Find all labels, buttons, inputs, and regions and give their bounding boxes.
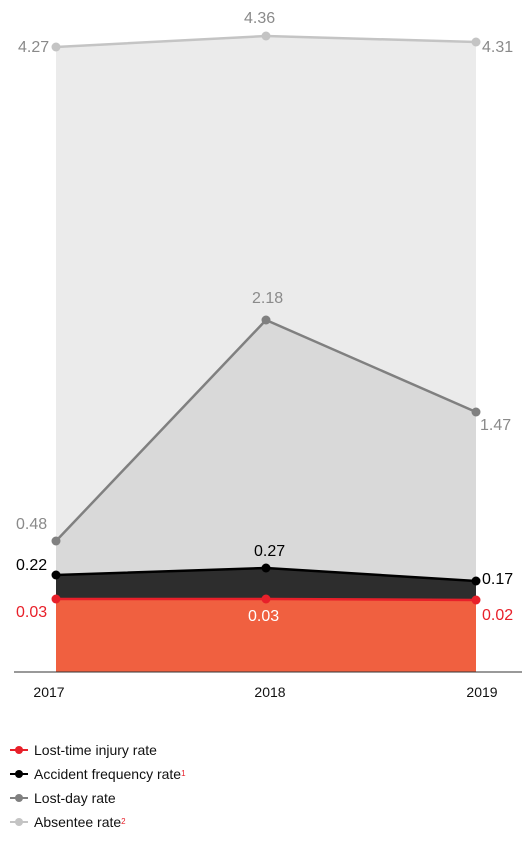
- data-label-absentee-rate-2017: 4.27: [18, 39, 49, 56]
- data-label-absentee-rate-2018: 4.36: [244, 10, 275, 27]
- legend-swatch-absentee-rate-icon: [10, 816, 28, 828]
- data-label-absentee-rate-2019: 4.31: [482, 39, 513, 56]
- data-label-accident-frequency-rate-2018: 0.27: [254, 543, 285, 560]
- chart: 4.27 4.36 4.31 0.48 2.18 1.47 0.22 0.27 0.17 0.03…: [14, 10, 522, 700]
- legend-item-absentee-rate: Absentee rate 2: [10, 810, 186, 834]
- point-lost-time-injury-rate-2017: [51, 594, 61, 604]
- point-lost-time-injury-rate-2018: [261, 594, 271, 604]
- x-tick-label-2018: 2018: [254, 684, 285, 700]
- legend-label-lost-time-injury-rate: Lost-time injury rate: [34, 742, 157, 758]
- area-lost-time-injury-rate: [56, 599, 476, 672]
- legend-label-lost-day-rate: Lost-day rate: [34, 790, 116, 806]
- point-lost-day-rate-2017: [51, 536, 61, 546]
- data-label-accident-frequency-rate-2017: 0.22: [16, 557, 47, 574]
- legend-swatch-lost-time-injury-rate-icon: [10, 744, 28, 756]
- x-tick-label-2019: 2019: [466, 684, 497, 700]
- legend-item-accident-frequency-rate: Accident frequency rate 1: [10, 762, 186, 786]
- legend-swatch-accident-frequency-rate-icon: [10, 768, 28, 780]
- point-lost-day-rate-2018: [261, 315, 271, 325]
- point-lost-day-rate-2019: [471, 407, 481, 417]
- data-label-lost-day-rate-2019: 1.47: [480, 417, 511, 434]
- data-label-accident-frequency-rate-2019: 0.17: [482, 571, 513, 588]
- legend-label-absentee-rate: Absentee rate: [34, 814, 122, 830]
- point-accident-frequency-rate-2019: [471, 576, 481, 586]
- point-absentee-rate-2018: [261, 31, 271, 41]
- data-label-lost-time-injury-rate-2017: 0.03: [16, 604, 47, 621]
- legend-swatch-lost-day-rate-icon: [10, 792, 28, 804]
- point-lost-time-injury-rate-2019: [471, 595, 481, 605]
- data-label-lost-day-rate-2017: 0.48: [16, 516, 47, 533]
- legend-label-accident-frequency-rate: Accident frequency rate: [34, 766, 182, 782]
- data-label-lost-day-rate-2018: 2.18: [252, 290, 283, 307]
- data-label-lost-time-injury-rate-2018: 0.03: [248, 608, 279, 625]
- data-label-lost-time-injury-rate-2019: 0.02: [482, 607, 513, 624]
- legend: Lost-time injury rate Accident frequency…: [10, 738, 186, 834]
- point-accident-frequency-rate-2017: [51, 570, 61, 580]
- point-absentee-rate-2019: [471, 37, 481, 47]
- legend-item-lost-day-rate: Lost-day rate: [10, 786, 186, 810]
- legend-item-lost-time-injury-rate: Lost-time injury rate: [10, 738, 186, 762]
- point-accident-frequency-rate-2018: [261, 563, 271, 573]
- x-tick-label-2017: 2017: [33, 684, 64, 700]
- point-absentee-rate-2017: [51, 42, 61, 52]
